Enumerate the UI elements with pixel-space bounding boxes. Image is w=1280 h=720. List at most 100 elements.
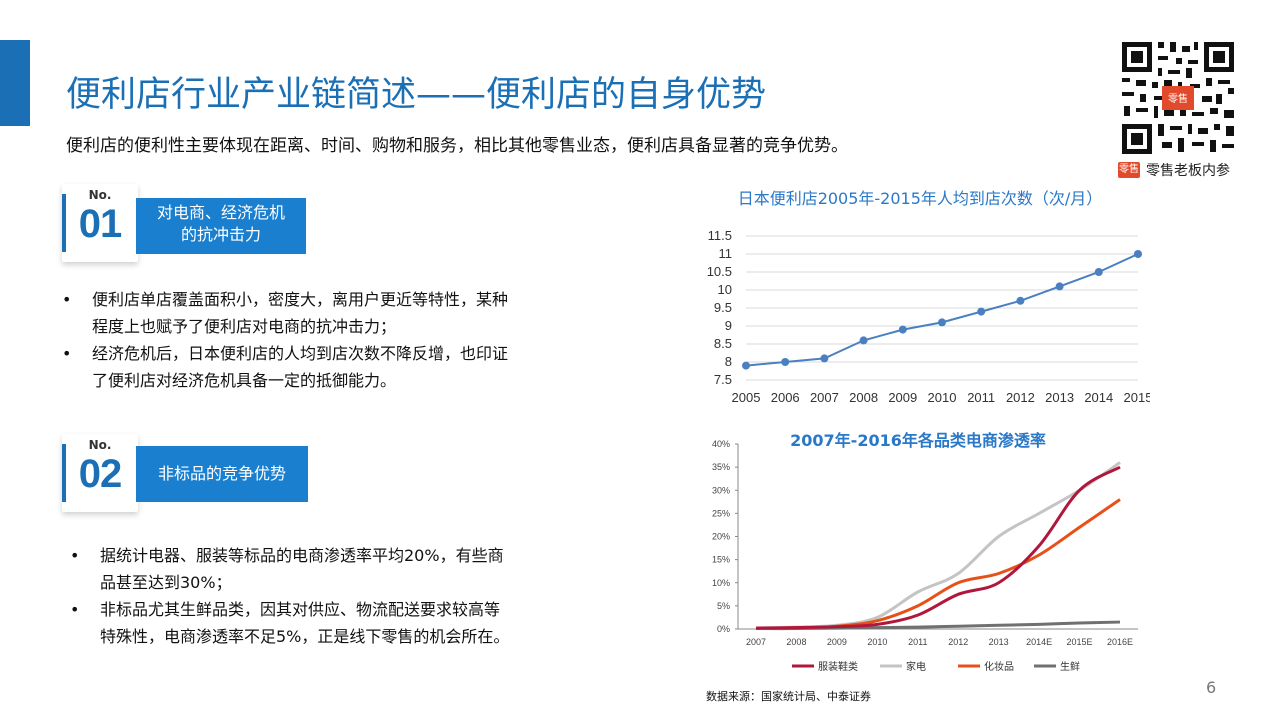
list-item: • 非标品尤其生鲜品类，因其对供应、物流配送要求较高等 特殊性，电商渗透率不足5… — [70, 596, 590, 650]
series-line — [755, 465, 1121, 630]
qr-logo-text: 零售 — [1168, 92, 1188, 105]
bullet-line: 经济危机后，日本便利店的人均到店次数不降反增，也印证 — [92, 344, 509, 363]
y-tick-label: 11.5 — [708, 228, 732, 243]
badge-number: 01 — [78, 202, 123, 246]
x-tick-label: 2011 — [967, 390, 995, 405]
bullet-line: 了便利店对经济危机具备一定的抵御能力。 — [92, 371, 397, 390]
x-tick-label: 2007 — [746, 637, 766, 647]
ecommerce-penetration-chart: 2007年-2016年各品类电商渗透率 0% 5% 10% 15% 20% 25% 30% 3… — [712, 431, 1138, 673]
page-number: 6 — [1206, 678, 1217, 697]
list-item: • 据统计电器、服装等标品的电商渗透率平均20%，有些商 品甚至达到30%； — [70, 542, 590, 596]
x-tick-label: 2012 — [948, 637, 968, 647]
data-point — [1016, 296, 1025, 305]
chart-title: 2007年-2016年各品类电商渗透率 — [790, 431, 1046, 450]
series-line — [755, 498, 1121, 630]
bullet-dot: • — [70, 600, 80, 619]
legend-label: 生鲜 — [1060, 660, 1080, 673]
badge-stripe — [62, 444, 66, 502]
list-item: • 便利店单店覆盖面积小，密度大，离用户更近等特性，某种 程度上也赋予了便利店对… — [62, 286, 602, 340]
x-tick-label: 2006 — [771, 390, 800, 405]
bullet-line: 非标品尤其生鲜品类，因其对供应、物流配送要求较高等 — [100, 600, 501, 619]
x-tick-label: 2015E — [1067, 637, 1093, 647]
y-tick-label: 8 — [725, 354, 732, 369]
x-tick-label: 2014 — [1084, 390, 1113, 405]
legend-label: 家电 — [906, 660, 926, 673]
visits-line-chart: 日本便利店2005年-2015年人均到店次数（次/月） 7.5 8 8.5 9 9.5 1… — [707, 189, 1150, 405]
legend-label: 服装鞋类 — [818, 660, 858, 673]
bullet-line: 特殊性，电商渗透率不足5%，正是线下零售的机会所在。 — [100, 627, 510, 646]
data-source: 数据来源：国家统计局、中泰证券 — [706, 690, 871, 703]
bullet-line: 程度上也赋予了便利店对电商的抗冲击力； — [92, 317, 397, 336]
x-tick-label: 2008 — [786, 637, 806, 647]
y-tick-label: 0% — [717, 624, 730, 634]
y-tick-label: 30% — [712, 485, 730, 495]
data-point — [1134, 250, 1142, 258]
badge-no-label: No. — [88, 438, 112, 452]
list-item: • 经济危机后，日本便利店的人均到店次数不降反增，也印证 了便利店对经济危机具备… — [62, 340, 602, 394]
section-2-ribbon: 非标品的竞争优势 — [136, 446, 308, 502]
ribbon-line: 对电商、经济危机 — [156, 203, 285, 222]
x-tick-label: 2012 — [1006, 390, 1035, 405]
y-tick-label: 20% — [712, 532, 730, 542]
x-tick-label: 2010 — [928, 390, 957, 405]
badge-stripe — [62, 194, 66, 252]
data-point — [938, 318, 946, 327]
data-point — [781, 358, 790, 366]
x-tick-label: 2015 — [1124, 390, 1150, 405]
chart-title: 日本便利店2005年-2015年人均到店次数（次/月） — [738, 189, 1103, 208]
x-tick-label: 2016E — [1107, 637, 1133, 647]
x-tick-label: 2013 — [989, 637, 1009, 647]
y-tick-label: 9.5 — [714, 300, 732, 315]
data-point — [742, 361, 750, 370]
y-tick-label: 7.5 — [714, 372, 732, 387]
qr-code-icon: 零售 — [1118, 38, 1238, 158]
bullet-line: 便利店单店覆盖面积小，密度大，离用户更近等特性，某种 — [92, 290, 509, 309]
section-2-badge: No. 02 — [62, 434, 138, 512]
y-tick-label: 5% — [717, 601, 730, 611]
y-tick-label: 15% — [712, 555, 730, 565]
section-1-badge: No. 01 — [62, 184, 138, 262]
series-line — [745, 253, 1139, 367]
bullet-dot: • — [62, 290, 72, 309]
x-tick-label: 2010 — [867, 637, 887, 647]
y-tick-label: 35% — [712, 462, 730, 472]
ribbon-line: 的抗冲击力 — [180, 225, 261, 244]
y-tick-label: 11 — [719, 246, 733, 261]
page-title: 便利店行业产业链简述——便利店的自身优势 — [66, 75, 767, 115]
x-tick-label: 2009 — [827, 637, 847, 647]
data-point — [1094, 268, 1103, 276]
ribbon-line: 非标品的竞争优势 — [157, 464, 286, 483]
x-tick-label: 2013 — [1045, 390, 1074, 405]
brand-signature: 零售 零售老板内参 — [1118, 160, 1230, 180]
bullet-dot: • — [70, 546, 80, 565]
x-tick-label: 2009 — [888, 390, 917, 405]
legend-label: 化妆品 — [984, 660, 1014, 673]
x-tick-label: 2005 — [732, 390, 761, 405]
bullet-line: 据统计电器、服装等标品的电商渗透率平均20%，有些商 — [100, 546, 504, 565]
page-subtitle: 便利店的便利性主要体现在距离、时间、购物和服务，相比其他零售业态，便利店具备显著… — [66, 136, 848, 156]
badge-number: 02 — [78, 452, 123, 496]
brand-logo-icon: 零售 — [1118, 162, 1140, 178]
bullet-line: 品甚至达到30%； — [100, 573, 232, 592]
x-tick-label: 2014E — [1026, 637, 1052, 647]
y-tick-label: 9 — [725, 318, 732, 333]
bullet-dot: • — [62, 344, 72, 363]
data-point — [977, 307, 986, 316]
y-tick-label: 10.5 — [707, 264, 732, 279]
x-tick-label: 2007 — [810, 390, 839, 405]
title-accent-bar — [0, 40, 30, 126]
badge-no-label: No. — [88, 188, 112, 202]
y-tick-label: 10% — [712, 578, 730, 588]
section-1-bullets: • 便利店单店覆盖面积小，密度大，离用户更近等特性，某种 程度上也赋予了便利店对… — [62, 286, 602, 394]
brand-name: 零售老板内参 — [1146, 163, 1230, 179]
section-2-bullets: • 据统计电器、服装等标品的电商渗透率平均20%，有些商 品甚至达到30%； •… — [70, 542, 590, 650]
data-point — [859, 336, 868, 345]
x-tick-label: 2008 — [849, 390, 878, 405]
data-point — [820, 354, 829, 363]
y-tick-label: 10 — [718, 282, 732, 297]
y-tick-label: 40% — [712, 439, 730, 449]
y-tick-label: 25% — [712, 508, 730, 518]
data-point — [1055, 282, 1064, 291]
data-point — [898, 325, 907, 334]
x-tick-label: 2011 — [908, 637, 927, 647]
